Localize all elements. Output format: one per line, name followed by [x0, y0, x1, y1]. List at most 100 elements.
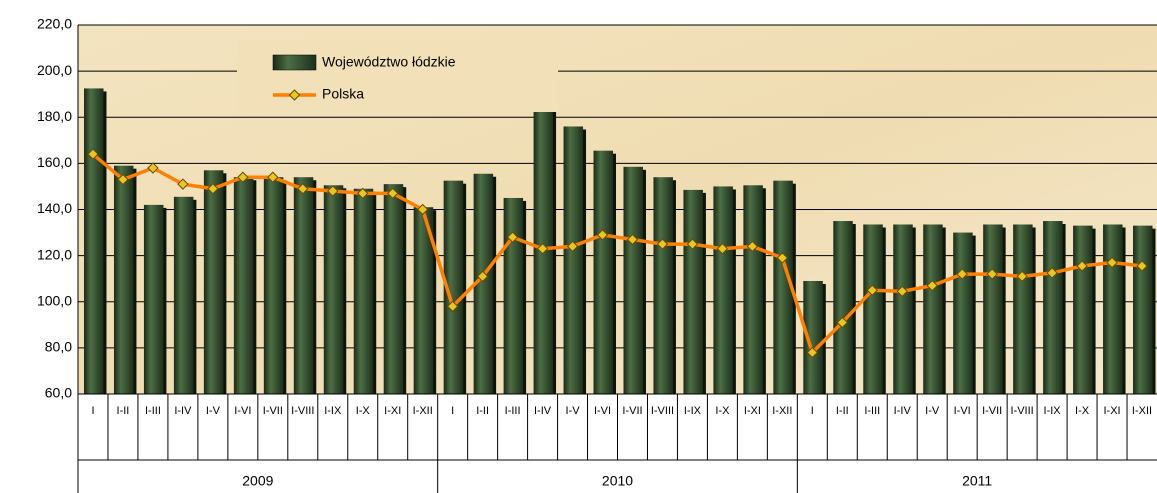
- bar: [443, 180, 464, 394]
- bar: [893, 224, 913, 394]
- y-tick-label: 140,0: [37, 200, 72, 216]
- bar: [983, 224, 1003, 394]
- bar: [233, 177, 254, 394]
- marker: [506, 231, 519, 243]
- marker: [806, 346, 819, 359]
- bar: [563, 126, 584, 394]
- marker: [357, 187, 369, 200]
- x-tick-label: I-IX: [1044, 405, 1062, 417]
- bar: [593, 150, 614, 394]
- y-tick-label: 60,0: [45, 385, 72, 401]
- marker: [956, 268, 968, 280]
- marker: [1106, 256, 1118, 269]
- legend-label: Polska: [322, 86, 364, 102]
- x-tick-label: I: [811, 405, 814, 417]
- group-label: 2009: [242, 473, 273, 489]
- bar: [113, 165, 134, 394]
- x-tick-label: I-VIII: [291, 405, 314, 417]
- legend-box: [237, 40, 558, 112]
- x-tick-label: I-III: [505, 405, 521, 417]
- legend-label: Województwo łódzkie: [322, 54, 456, 70]
- marker: [536, 242, 549, 255]
- x-tick-label: I: [91, 405, 94, 417]
- marker: [207, 183, 219, 195]
- marker: [87, 148, 99, 160]
- marker: [566, 240, 579, 253]
- x-tick-label: I-VII: [263, 405, 283, 417]
- x-tick-label: I-X: [715, 405, 730, 417]
- marker: [446, 300, 459, 313]
- x-tick-label: I-IV: [894, 405, 912, 417]
- marker: [117, 173, 129, 186]
- y-tick-label: 120,0: [37, 246, 72, 262]
- bar: [1043, 221, 1063, 394]
- legend-swatch: [288, 89, 301, 101]
- marker: [177, 178, 189, 190]
- marker: [986, 268, 998, 280]
- marker: [686, 238, 699, 250]
- bar: [323, 185, 344, 394]
- bar: [683, 189, 703, 394]
- bar: [833, 221, 853, 394]
- bar: [863, 224, 883, 394]
- x-tick-label: I-II: [117, 405, 130, 417]
- marker: [926, 279, 938, 292]
- marker: [237, 171, 249, 183]
- marker: [416, 203, 429, 216]
- bar: [653, 177, 673, 394]
- marker: [1136, 260, 1148, 272]
- bar: [293, 177, 314, 394]
- bar: [953, 232, 973, 394]
- group-label: 2011: [962, 473, 992, 489]
- x-tick-label: I-IX: [324, 405, 342, 417]
- marker: [836, 316, 848, 329]
- x-tick-label: I-XI: [384, 405, 401, 417]
- bar: [143, 204, 164, 394]
- bar: [773, 180, 793, 394]
- bar: [1013, 224, 1033, 394]
- bar: [923, 224, 943, 394]
- marker: [776, 252, 789, 264]
- x-tick-label: I-IX: [684, 405, 702, 417]
- x-tick-label: I-X: [356, 405, 371, 417]
- marker: [147, 162, 159, 174]
- marker: [896, 285, 908, 298]
- x-tick-label: I-XII: [772, 405, 792, 417]
- y-tick-label: 80,0: [45, 339, 72, 355]
- x-tick-label: I-VI: [954, 405, 971, 417]
- bar: [413, 207, 434, 394]
- marker: [1046, 267, 1058, 279]
- x-tick-label: I-IV: [534, 405, 552, 417]
- marker: [656, 238, 669, 250]
- x-tick-label: I-VII: [982, 405, 1002, 417]
- bar: [743, 185, 763, 394]
- x-tick-label: I-VI: [594, 405, 611, 417]
- legend-swatch: [272, 54, 317, 71]
- bar: [383, 184, 404, 394]
- bar: [1103, 224, 1123, 394]
- x-tick-label: I-XII: [1132, 405, 1152, 417]
- bar: [503, 197, 524, 394]
- x-tick-label: I: [451, 405, 454, 417]
- marker: [626, 233, 639, 246]
- bar: [353, 188, 374, 394]
- bar: [473, 173, 494, 394]
- y-tick-label: 180,0: [37, 108, 72, 124]
- bar: [263, 177, 284, 394]
- marker: [1076, 260, 1088, 272]
- y-tick-label: 160,0: [37, 154, 72, 170]
- bar: [203, 170, 224, 394]
- x-tick-label: I-III: [145, 405, 161, 417]
- marker: [476, 270, 489, 283]
- bar: [1073, 225, 1093, 394]
- bar: [803, 280, 823, 394]
- x-tick-label: I-VIII: [1011, 405, 1034, 417]
- bar: [84, 88, 104, 394]
- marker: [716, 242, 729, 255]
- marker: [746, 240, 759, 253]
- marker: [297, 183, 309, 195]
- x-tick-label: I-VII: [622, 405, 642, 417]
- marker: [267, 171, 279, 183]
- bar: [1133, 225, 1153, 394]
- x-tick-label: I-II: [476, 405, 489, 417]
